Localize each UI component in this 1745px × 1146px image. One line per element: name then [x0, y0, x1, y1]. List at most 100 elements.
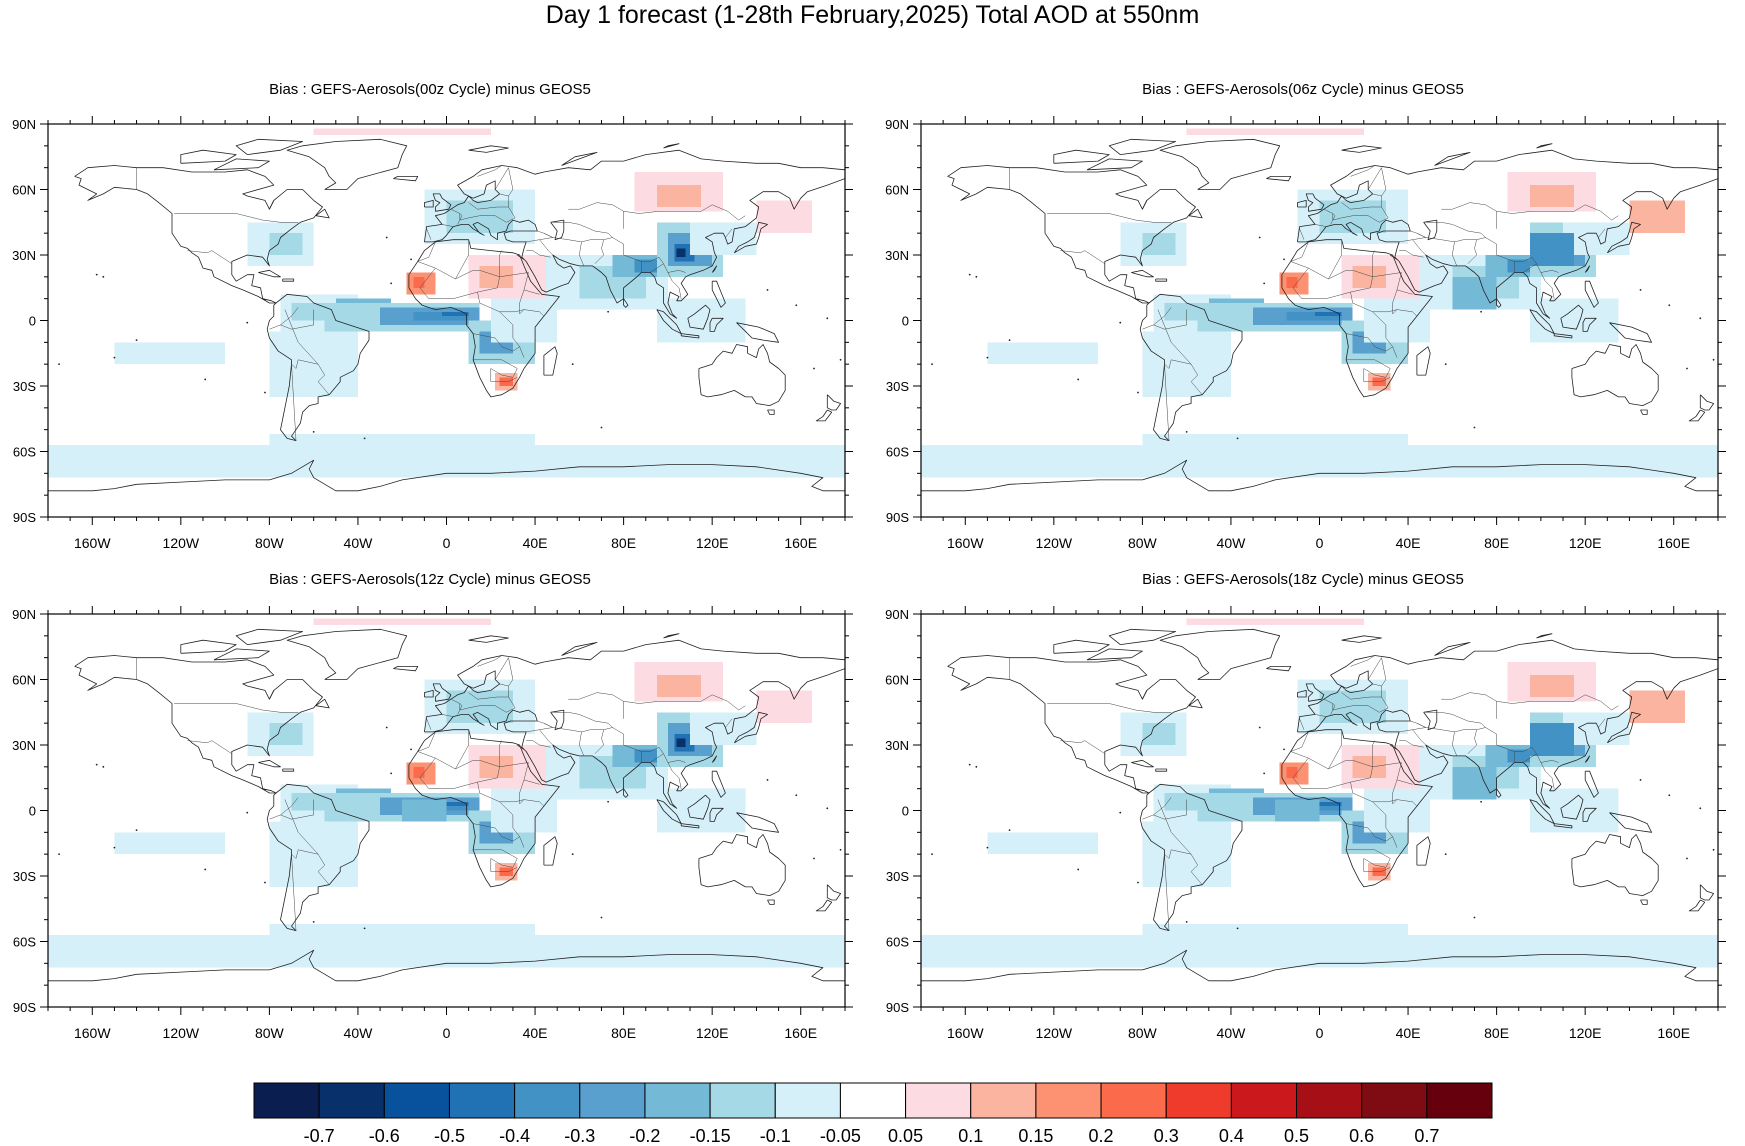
bias-cell: [1563, 222, 1630, 255]
country-border: [725, 228, 733, 238]
island: [1712, 848, 1715, 851]
lon-tick-label: 80E: [1484, 535, 1509, 550]
country-border: [1423, 222, 1486, 238]
coastline: [736, 322, 779, 343]
country-border: [1454, 239, 1478, 264]
colorbar-label: 0.15: [1018, 1126, 1053, 1146]
country-border: [1350, 165, 1375, 177]
country-border: [581, 239, 605, 264]
lat-tick-label: 60S: [886, 445, 909, 460]
bias-cell: [413, 276, 425, 288]
island: [135, 339, 138, 342]
coastlines: [921, 628, 1718, 982]
coastline: [1553, 333, 1573, 339]
ticks: [40, 606, 853, 1015]
coastline: [1266, 666, 1292, 672]
bias-cell: [1529, 788, 1619, 833]
coastline: [711, 280, 726, 308]
country-border: [1060, 740, 1105, 754]
country-border: [419, 267, 500, 299]
island: [95, 273, 98, 276]
map-panel-06z: Bias : GEFS-Aerosols(06z Cycle) minus GE…: [873, 80, 1733, 550]
country-border: [550, 222, 613, 238]
bias-cell: [479, 755, 513, 778]
bias-cell: [690, 712, 757, 745]
country-border: [1323, 696, 1389, 713]
lon-tick-label: 80W: [255, 1025, 285, 1040]
borders: [1009, 165, 1619, 441]
country-border: [1381, 167, 1387, 197]
lat-tick-label: 30S: [13, 379, 36, 394]
country-border: [526, 740, 551, 748]
colorbar-label: -0.3: [564, 1126, 595, 1146]
bias-cell: [1563, 712, 1630, 745]
coastline: [680, 823, 700, 829]
country-border: [568, 692, 624, 702]
borders: [136, 165, 746, 441]
bias-field: [48, 128, 845, 492]
country-border: [519, 779, 525, 805]
country-border: [1281, 241, 1309, 275]
country-border: [455, 729, 469, 770]
coastline: [1560, 304, 1584, 330]
coastline: [1416, 836, 1431, 866]
lon-tick-label: 40W: [344, 1025, 374, 1040]
coastline: [1496, 298, 1502, 308]
island: [839, 358, 842, 361]
lon-tick-label: 120E: [696, 535, 729, 550]
country-border: [1330, 703, 1336, 715]
island: [1119, 811, 1122, 814]
country-border: [291, 364, 297, 441]
bias-cell: [269, 331, 358, 397]
country-border: [543, 232, 585, 266]
country-border: [473, 359, 518, 378]
country-border: [426, 718, 432, 730]
coastline: [1305, 193, 1325, 212]
coastline: [815, 409, 833, 422]
island: [410, 258, 412, 261]
country-border: [1381, 657, 1387, 687]
country-border: [1496, 694, 1619, 719]
coastline: [213, 648, 270, 661]
island: [1473, 916, 1476, 919]
country-border: [568, 202, 624, 212]
country-border: [1047, 703, 1172, 713]
lat-tick-label: 60S: [13, 935, 36, 950]
colorbar-label: -0.15: [690, 1126, 731, 1146]
coastline: [1296, 690, 1307, 698]
country-border: [1536, 263, 1559, 273]
coastline: [561, 152, 598, 166]
coastline: [1416, 346, 1431, 376]
country-border: [1372, 801, 1398, 848]
coastlines: [921, 138, 1718, 492]
bias-cell: [1315, 801, 1342, 807]
island: [607, 800, 610, 803]
lon-tick-label: 40W: [1217, 535, 1247, 550]
colorbar: -0.7 -0.6 -0.5 -0.4 -0.3 -0.2 -0.15 -0.1 -0.05 0.…: [253, 1082, 1493, 1146]
country-border: [490, 858, 518, 872]
coastline: [1571, 344, 1659, 407]
island: [607, 310, 610, 313]
country-border: [1047, 213, 1172, 223]
lon-tick-label: 0: [443, 535, 451, 550]
country-border: [187, 740, 232, 754]
island: [58, 853, 60, 856]
country-border: [499, 311, 525, 358]
colorbar-swatch: [318, 1082, 385, 1119]
colorbar-swatch: [1230, 1082, 1298, 1119]
country-border: [539, 729, 553, 746]
borders: [1009, 655, 1619, 931]
island: [1077, 378, 1080, 381]
lon-tick-label: 80W: [1128, 1025, 1158, 1040]
coastline: [1609, 322, 1652, 343]
coastline: [1582, 317, 1597, 332]
country-border: [1598, 228, 1606, 238]
country-border: [1315, 714, 1327, 717]
lon-tick-label: 160E: [784, 1025, 817, 1040]
coastline: [408, 239, 560, 398]
bias-cell: [269, 821, 358, 887]
coastline: [736, 812, 779, 833]
coastline: [1699, 884, 1714, 901]
country-border: [667, 762, 682, 789]
island: [1137, 391, 1139, 394]
